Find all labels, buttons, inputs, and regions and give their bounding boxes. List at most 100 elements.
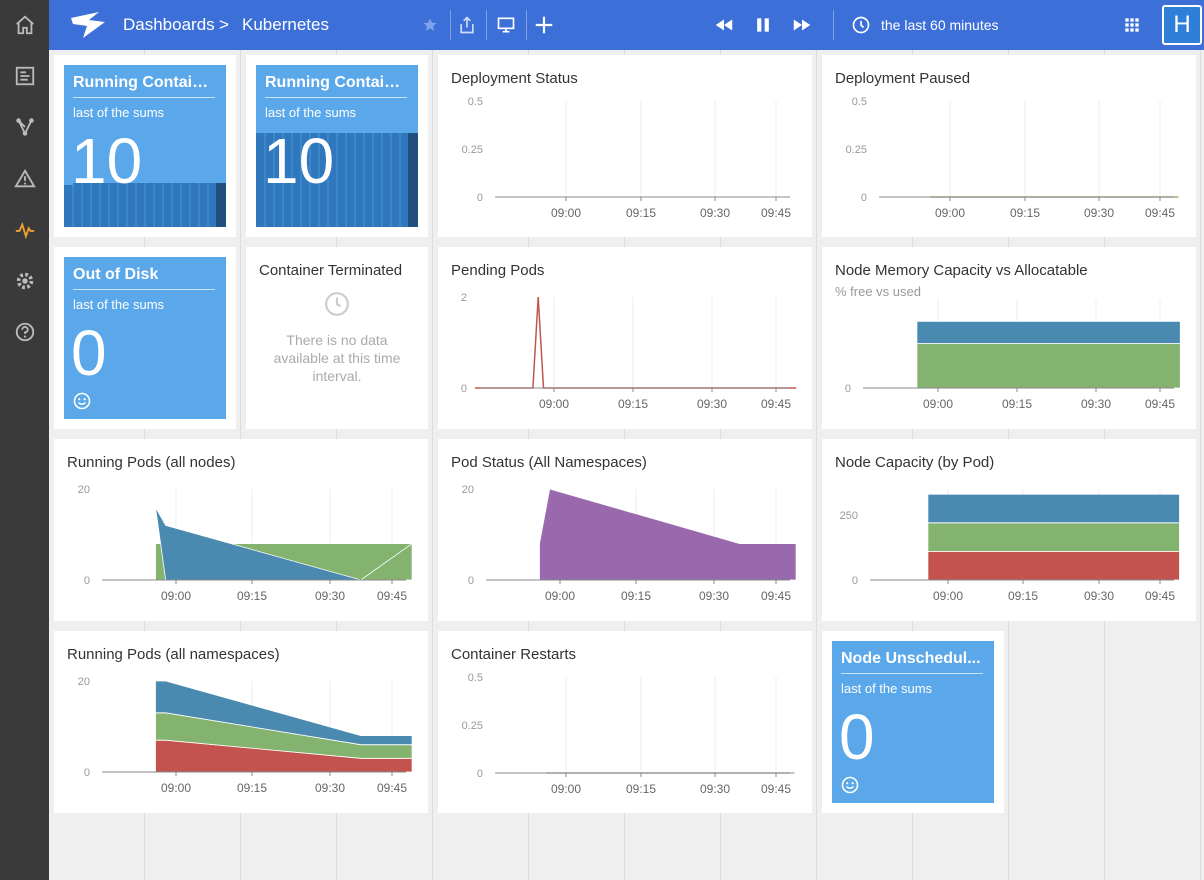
topology-icon[interactable] bbox=[12, 114, 37, 139]
stat-divider bbox=[265, 97, 407, 98]
x-tick-label: 09:30 bbox=[315, 589, 345, 603]
panel-title: Running Pods (all namespaces) bbox=[67, 646, 280, 663]
user-avatar[interactable]: H bbox=[1162, 5, 1202, 45]
pause-icon[interactable] bbox=[751, 13, 775, 37]
toolbar-divider bbox=[486, 10, 487, 40]
stat-divider bbox=[73, 97, 215, 98]
smiley-icon bbox=[73, 392, 91, 410]
favorite-star-icon[interactable] bbox=[418, 13, 442, 37]
share-icon[interactable] bbox=[455, 13, 479, 37]
panel-out-of-disk[interactable]: Out of Disk last of the sums 0 bbox=[54, 247, 236, 429]
x-tick-label: 09:30 bbox=[1084, 589, 1114, 603]
y-tick-label: 0.25 bbox=[462, 144, 483, 156]
breadcrumb-separator: > bbox=[219, 15, 229, 34]
y-tick-label: 250 bbox=[840, 510, 858, 522]
x-tick-label: 09:00 bbox=[161, 589, 191, 603]
panel-deployment-paused[interactable]: Deployment Paused 0.5 0.25 0 09:00 09:15 09:30… bbox=[822, 55, 1196, 237]
brand-logo bbox=[71, 12, 105, 38]
panel-running-pods-nodes[interactable]: Running Pods (all nodes) 20 0 09:00 09:15 09:… bbox=[54, 439, 428, 621]
chart-svg: 20 0 09:00 09:15 09:30 09:45 bbox=[78, 484, 413, 603]
panel-container-restarts[interactable]: Container Restarts 0.5 0.25 0 09:00 09:15 09:3… bbox=[438, 631, 812, 813]
x-tick-label: 09:00 bbox=[933, 589, 963, 603]
x-tick-label: 09:00 bbox=[935, 206, 965, 220]
alerts-icon[interactable] bbox=[12, 166, 37, 191]
x-tick-label: 09:30 bbox=[315, 781, 345, 795]
panel-node-unschedulable[interactable]: Node Unschedul... last of the sums 0 bbox=[822, 631, 1004, 813]
help-icon[interactable] bbox=[12, 319, 37, 344]
stat-subtitle: last of the sums bbox=[73, 105, 165, 120]
breadcrumb-dashboards[interactable]: Dashboards bbox=[123, 15, 215, 34]
chart-svg: 0 09:00 09:15 09:30 09:45 bbox=[845, 299, 1181, 411]
fast-forward-icon[interactable] bbox=[790, 13, 814, 37]
y-tick-label: 20 bbox=[78, 484, 90, 496]
y-tick-label: 0 bbox=[84, 575, 90, 587]
apps-grid-icon[interactable] bbox=[1120, 13, 1144, 37]
panel-title: Running Pods (all nodes) bbox=[67, 454, 236, 471]
panel-running-containers-2[interactable]: Running Contain... last of the sums 10 bbox=[246, 55, 428, 237]
panel-container-terminated[interactable]: Container Terminated There is no data av… bbox=[246, 247, 428, 429]
x-tick-label: 09:30 bbox=[700, 782, 730, 796]
y-tick-label: 0.5 bbox=[468, 672, 483, 684]
stat-subtitle: last of the sums bbox=[265, 105, 357, 120]
y-tick-label: 0 bbox=[477, 192, 483, 204]
settings-icon[interactable] bbox=[12, 268, 37, 293]
chart-svg: 0.5 0.25 0 09:00 09:15 09:30 09:45 bbox=[462, 96, 792, 220]
clock-icon[interactable] bbox=[849, 13, 873, 37]
stat-title: Running Contain... bbox=[265, 74, 407, 91]
panel-running-pods-namespaces[interactable]: Running Pods (all namespaces) 20 0 09:00 09:… bbox=[54, 631, 428, 813]
y-tick-label: 0 bbox=[84, 767, 90, 779]
y-tick-label: 20 bbox=[462, 484, 474, 496]
panel-node-memory[interactable]: Node Memory Capacity vs Allocatable % fre… bbox=[822, 247, 1196, 429]
stat-tile: Running Contain... last of the sums 10 bbox=[256, 65, 418, 227]
y-tick-label: 0 bbox=[852, 575, 858, 587]
y-tick-label: 0 bbox=[461, 383, 467, 395]
display-mode-icon[interactable] bbox=[494, 13, 518, 37]
clock-icon bbox=[325, 292, 349, 316]
panel-title: Deployment Paused bbox=[835, 70, 971, 87]
no-data-message: There is no data available at this time … bbox=[273, 332, 401, 384]
panel-deployment-status[interactable]: Deployment Status 0.5 0.25 0 09:00 09:15 09:30… bbox=[438, 55, 812, 237]
sparkline-bars bbox=[64, 183, 226, 227]
x-tick-label: 09:30 bbox=[1084, 206, 1114, 220]
x-tick-label: 09:45 bbox=[377, 589, 407, 603]
panel-title: Pending Pods bbox=[451, 262, 545, 279]
y-tick-label: 0.25 bbox=[846, 144, 867, 156]
panel-title: Pod Status (All Namespaces) bbox=[451, 454, 647, 471]
add-panel-icon[interactable] bbox=[532, 13, 556, 37]
x-tick-label: 09:15 bbox=[1008, 589, 1038, 603]
side-navigation bbox=[0, 0, 49, 880]
panel-running-containers-1[interactable]: Running Contain... last of the sums 10 bbox=[54, 55, 236, 237]
x-tick-label: 09:30 bbox=[1081, 397, 1111, 411]
x-tick-label: 09:45 bbox=[761, 589, 791, 603]
x-tick-label: 09:30 bbox=[699, 589, 729, 603]
y-tick-label: 0.25 bbox=[462, 720, 483, 732]
x-tick-label: 09:15 bbox=[621, 589, 651, 603]
reports-icon[interactable] bbox=[12, 63, 37, 88]
x-tick-label: 09:15 bbox=[237, 781, 267, 795]
sparkline-bars bbox=[256, 133, 418, 227]
x-tick-label: 09:00 bbox=[539, 397, 569, 411]
stat-title: Out of Disk bbox=[73, 266, 159, 283]
y-tick-label: 0.5 bbox=[468, 96, 483, 108]
x-tick-label: 09:00 bbox=[545, 589, 575, 603]
time-range-selector[interactable]: the last 60 minutes bbox=[881, 17, 999, 33]
panel-node-capacity[interactable]: Node Capacity (by Pod) 250 0 09:00 09:15 09:3… bbox=[822, 439, 1196, 621]
metrics-icon[interactable] bbox=[12, 217, 37, 242]
x-tick-label: 09:15 bbox=[1002, 397, 1032, 411]
stat-tile: Running Contain... last of the sums 10 bbox=[64, 65, 226, 227]
x-tick-label: 09:45 bbox=[1145, 206, 1175, 220]
x-tick-label: 09:00 bbox=[923, 397, 953, 411]
panel-pending-pods[interactable]: Pending Pods 2 0 09:00 09:15 09:30 09:45 bbox=[438, 247, 812, 429]
x-tick-label: 09:45 bbox=[1145, 397, 1175, 411]
panel-pod-status[interactable]: Pod Status (All Namespaces) 20 0 09:00 09:15… bbox=[438, 439, 812, 621]
stat-divider bbox=[841, 673, 983, 674]
x-tick-label: 09:30 bbox=[700, 206, 730, 220]
rewind-icon[interactable] bbox=[712, 13, 736, 37]
home-icon[interactable] bbox=[12, 12, 37, 37]
series-area-node-c bbox=[927, 493, 1180, 524]
top-bar: Dashboards > Kubernetes the last 60 minu… bbox=[49, 0, 1204, 50]
series-area-running bbox=[539, 488, 797, 581]
panel-title: Node Memory Capacity vs Allocatable bbox=[835, 262, 1088, 279]
series-area-ns-c bbox=[155, 680, 413, 746]
chart-svg: 20 0 09:00 09:15 09:30 09:45 bbox=[462, 484, 797, 603]
